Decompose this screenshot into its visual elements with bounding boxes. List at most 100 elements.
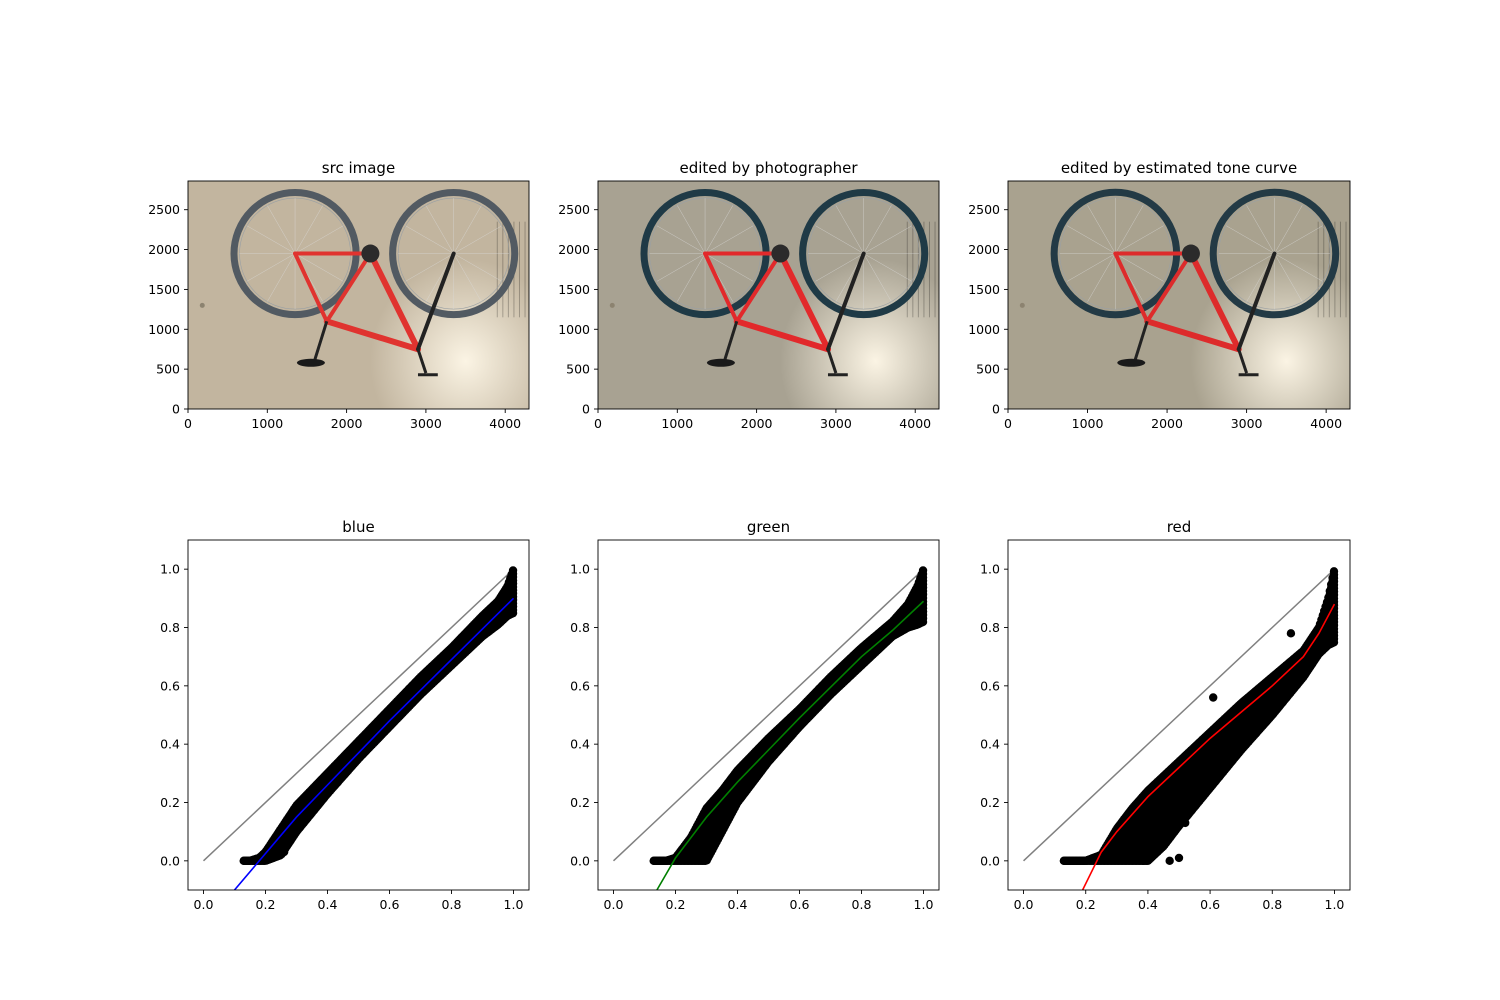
- y-tick-label: 500: [156, 362, 180, 377]
- x-tick-label: 0: [1004, 416, 1012, 431]
- photo-chainring: [1181, 244, 1200, 263]
- photo-spoke: [1087, 253, 1116, 302]
- subplot-title: green: [747, 518, 790, 536]
- photo-spoke: [1226, 253, 1275, 282]
- photo-spoke: [405, 225, 454, 254]
- photo-spoke: [1115, 253, 1164, 282]
- tone-curve-line: [233, 597, 515, 890]
- photo-spoke: [1274, 253, 1323, 282]
- y-tick-label: 2500: [558, 202, 590, 217]
- identity-line: [612, 568, 925, 862]
- x-tick-label: 0.8: [852, 897, 872, 912]
- axes-frame: [187, 180, 530, 410]
- photo-spoke: [863, 253, 892, 302]
- x-tick-label: 1000: [1072, 416, 1104, 431]
- x-tick-label: 2000: [1151, 416, 1183, 431]
- y-tick-label: 0.4: [570, 737, 590, 752]
- subplot-2: 0 1000 2000 3000 400005001000150020002500edi…: [558, 159, 940, 431]
- photo-spoke: [815, 253, 864, 282]
- y-tick-label: 0: [992, 402, 1000, 417]
- axes-frame: [1007, 180, 1351, 410]
- y-tick-label: 0.4: [160, 737, 180, 752]
- photo-stem: [1237, 348, 1249, 374]
- x-tick-label: 4000: [1310, 416, 1342, 431]
- photo-door-knob: [609, 302, 615, 308]
- y-tick-label: 500: [976, 362, 1000, 377]
- subplot-3: 0 1000 2000 3000 400005001000150020002500edi…: [968, 159, 1351, 431]
- photo-frame-tube: [1144, 318, 1242, 353]
- axes-frame: [597, 539, 940, 891]
- photo: [188, 181, 529, 409]
- y-tick-label: 1000: [968, 322, 1000, 337]
- x-tick-label: 0: [594, 416, 602, 431]
- photo-spoke: [294, 225, 344, 254]
- scatter-point: [279, 847, 289, 857]
- x-tick-label: 1000: [251, 416, 283, 431]
- photo-door-knob: [199, 302, 205, 308]
- x-tick-label: 0.6: [380, 897, 400, 912]
- photo-frame-tube: [1187, 250, 1242, 353]
- x-tick-label: 3000: [1231, 416, 1263, 431]
- y-tick-label: 0.8: [160, 620, 180, 635]
- x-tick-label: 4000: [899, 416, 931, 431]
- photo-spoke: [294, 253, 344, 282]
- y-tick-label: 0: [172, 402, 180, 417]
- photo-frame-tube: [415, 251, 456, 352]
- photo-spoke: [267, 205, 296, 254]
- photo-seat-post: [1133, 320, 1149, 361]
- photo-spoke: [656, 253, 706, 282]
- photo-spoke: [1067, 253, 1116, 282]
- plot-area: [202, 566, 518, 890]
- x-tick-label: 2000: [741, 416, 773, 431]
- x-tick-label: 0.0: [194, 897, 214, 912]
- x-tick-label: 0: [184, 416, 192, 431]
- x-tick-label: 0.6: [790, 897, 810, 912]
- photo-stem: [826, 348, 838, 374]
- y-tick-label: 0.6: [160, 678, 180, 693]
- photo-spoke: [453, 253, 502, 282]
- photo-spoke: [267, 253, 296, 302]
- photo-spoke: [704, 225, 754, 254]
- x-tick-label: 1.0: [504, 897, 524, 912]
- photo-spoke: [1115, 205, 1144, 254]
- photo-door-knob: [1019, 302, 1025, 308]
- y-tick-label: 500: [566, 362, 590, 377]
- x-tick-label: 0.0: [604, 897, 624, 912]
- photo: [1008, 181, 1350, 409]
- subplot-title: src image: [322, 159, 395, 177]
- photo-spoke: [677, 205, 706, 254]
- photo-spoke: [863, 253, 912, 282]
- photo-spoke: [704, 253, 754, 282]
- y-tick-label: 0.6: [570, 678, 590, 693]
- photo-frame-tube: [1113, 251, 1150, 324]
- photo-frame-tube: [734, 251, 783, 324]
- y-tick-label: 1000: [558, 322, 590, 337]
- photo-spoke: [246, 253, 296, 282]
- identity-line: [202, 568, 515, 862]
- photo-spoke: [294, 205, 324, 254]
- subplot-title: blue: [342, 518, 374, 536]
- photo-spoke: [863, 205, 892, 254]
- photo-spoke: [1274, 225, 1323, 254]
- subplot-title: edited by estimated tone curve: [1061, 159, 1297, 177]
- photo-frame-tube: [1145, 251, 1193, 324]
- photo-frame-tube: [733, 318, 831, 353]
- photo-spoke: [1274, 205, 1303, 254]
- y-tick-label: 1500: [968, 282, 1000, 297]
- x-tick-label: 0.8: [442, 897, 462, 912]
- x-tick-label: 3000: [410, 416, 442, 431]
- photo-spoke: [704, 205, 734, 254]
- photo-spoke: [453, 225, 502, 254]
- y-tick-label: 1000: [148, 322, 180, 337]
- y-tick-label: 0: [582, 402, 590, 417]
- photo-spoke: [405, 253, 454, 282]
- y-tick-label: 0.0: [570, 853, 590, 868]
- photo-wheel: [389, 188, 519, 319]
- y-tick-label: 0.2: [160, 795, 180, 810]
- scatter-point: [894, 611, 903, 621]
- scatter-point: [918, 566, 928, 575]
- photo-frame-tube: [703, 251, 739, 324]
- y-tick-label: 2000: [968, 242, 1000, 257]
